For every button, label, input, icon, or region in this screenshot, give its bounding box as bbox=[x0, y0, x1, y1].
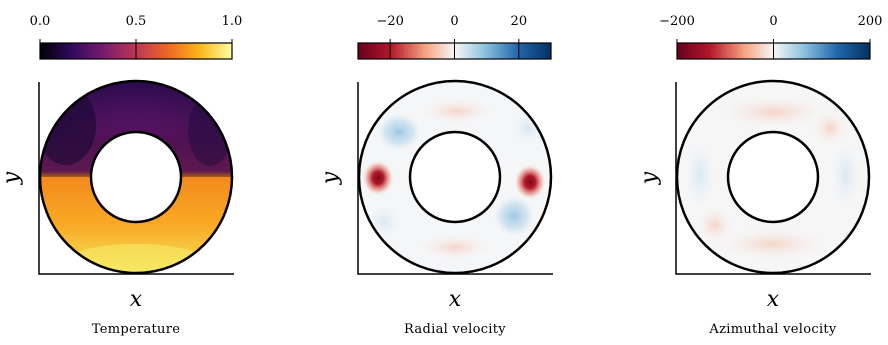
axes-spines bbox=[675, 82, 871, 275]
annulus-outer-boundary bbox=[357, 79, 553, 275]
colorbar-tick-label: −20 bbox=[376, 14, 403, 29]
panel-caption: Radial velocity bbox=[404, 322, 506, 337]
annulus-outer-boundary bbox=[38, 79, 234, 275]
axes-radial-velocity: x y bbox=[318, 82, 553, 312]
panel-caption: Temperature bbox=[92, 322, 180, 337]
colorbar-tick-label: 0.5 bbox=[126, 14, 147, 29]
colorbar-tick-label: 0.0 bbox=[30, 14, 51, 29]
annulus-inner-boundary bbox=[408, 130, 502, 224]
axes-spines bbox=[357, 82, 553, 275]
x-axis-label: x bbox=[767, 287, 780, 312]
panel-caption: Azimuthal velocity bbox=[708, 322, 837, 337]
colorbar-tick-label: 200 bbox=[858, 14, 883, 29]
colorbar-tick-label: 0 bbox=[450, 14, 458, 29]
colorbar-radial-velocity: −20 0 20 bbox=[357, 14, 552, 60]
y-axis-label: y bbox=[637, 171, 662, 185]
colorbar-tick-label: −200 bbox=[659, 14, 695, 29]
colorbar-tick-label: 1.0 bbox=[222, 14, 243, 29]
azimuthal-velocity-field bbox=[677, 81, 869, 273]
colorbar-tick-label: 0 bbox=[769, 14, 777, 29]
colorbar-azimuthal-velocity: −200 0 200 bbox=[659, 14, 883, 60]
annulus-outer-boundary bbox=[675, 79, 871, 275]
axes-azimuthal-velocity: x y bbox=[637, 82, 871, 312]
colorbar-tick-label: 20 bbox=[511, 14, 528, 29]
panel-radial-velocity: −20 0 20 x y Radial velocity bbox=[318, 14, 553, 337]
annulus-inner-boundary bbox=[726, 130, 820, 224]
axes-temperature: x y bbox=[0, 82, 234, 312]
y-axis-label: y bbox=[318, 171, 343, 185]
panel-temperature: 0.0 0.5 1.0 x y Temperature bbox=[0, 14, 242, 337]
x-axis-label: x bbox=[449, 287, 462, 312]
x-axis-label: x bbox=[130, 287, 143, 312]
axes-spines bbox=[38, 82, 234, 275]
panel-azimuthal-velocity: −200 0 200 x y Azimuthal velocity bbox=[637, 14, 882, 337]
annulus-inner-boundary bbox=[89, 130, 183, 224]
y-axis-label: y bbox=[0, 171, 24, 185]
colorbar-temperature: 0.0 0.5 1.0 bbox=[30, 14, 243, 60]
